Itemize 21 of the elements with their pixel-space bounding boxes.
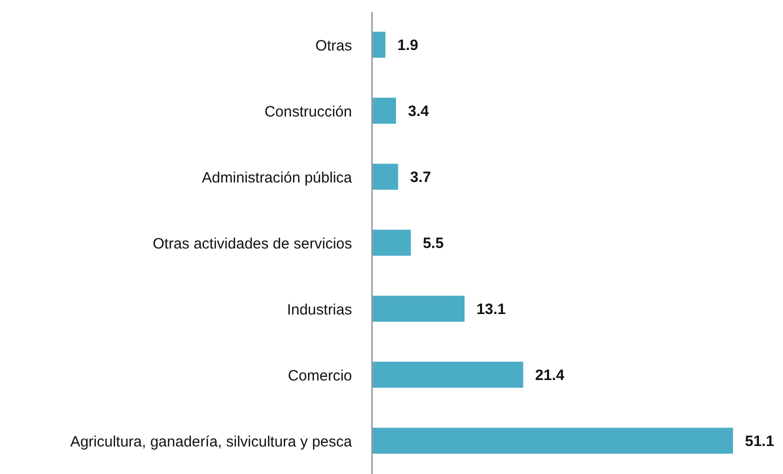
data-label: 51.1 [745, 433, 774, 450]
y-tick-label: Administración pública [202, 169, 353, 186]
y-tick-label: Otras actividades de servicios [152, 235, 352, 252]
data-label: 3.4 [408, 103, 430, 120]
y-tick-label: Industrias [286, 301, 352, 318]
y-tick-label: Otras [315, 37, 352, 54]
data-label: 21.4 [535, 367, 566, 384]
bar [372, 32, 386, 58]
y-tick-label: Construcción [264, 103, 352, 120]
bar [372, 428, 733, 454]
y-tick-label: Agricultura, ganadería, silvicultura y pesca [70, 433, 353, 450]
bar [372, 230, 411, 256]
data-label: 5.5 [422, 235, 444, 252]
y-tick-label: Comercio [288, 367, 352, 384]
bar [372, 362, 524, 388]
bar [372, 164, 398, 190]
data-label: 13.1 [476, 301, 506, 318]
data-label: 3.7 [410, 169, 431, 186]
bar [372, 98, 396, 124]
data-label: 1.9 [397, 37, 418, 54]
bar [372, 296, 465, 322]
